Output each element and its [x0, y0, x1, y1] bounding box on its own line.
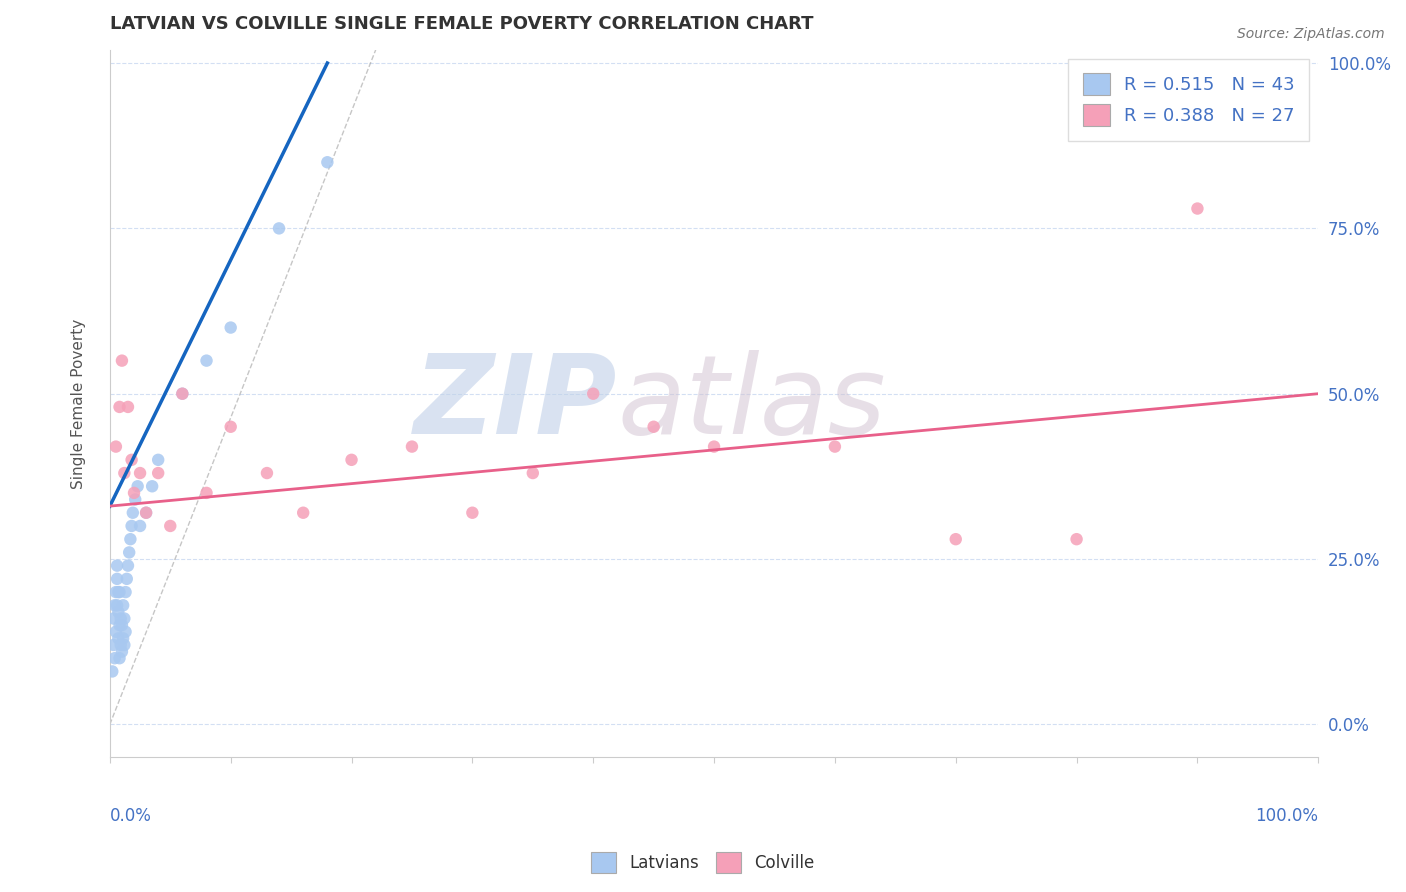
- Point: [112, 466, 135, 480]
- Point: [104, 440, 127, 454]
- Point: [112, 632, 135, 646]
- Text: ZIP: ZIP: [413, 351, 617, 457]
- Point: [107, 632, 129, 646]
- Point: [101, 665, 124, 679]
- Text: atlas: atlas: [617, 351, 886, 457]
- Point: [135, 506, 157, 520]
- Point: [219, 320, 242, 334]
- Point: [110, 611, 132, 625]
- Point: [115, 572, 138, 586]
- Point: [105, 572, 128, 586]
- Point: [195, 486, 218, 500]
- Point: [643, 419, 665, 434]
- Point: [148, 452, 170, 467]
- Point: [112, 599, 135, 613]
- Point: [103, 611, 125, 625]
- Point: [522, 466, 544, 480]
- Point: [104, 651, 127, 665]
- Point: [108, 585, 131, 599]
- Point: [112, 638, 135, 652]
- Point: [114, 624, 136, 639]
- Point: [111, 353, 134, 368]
- Point: [129, 519, 152, 533]
- Text: 0.0%: 0.0%: [110, 807, 152, 825]
- Point: [340, 452, 363, 467]
- Text: Source: ZipAtlas.com: Source: ZipAtlas.com: [1237, 27, 1385, 41]
- Point: [110, 638, 132, 652]
- Point: [104, 624, 127, 639]
- Point: [117, 400, 139, 414]
- Point: [121, 506, 143, 520]
- Point: [219, 419, 242, 434]
- Point: [114, 585, 136, 599]
- Point: [107, 585, 129, 599]
- Point: [824, 440, 846, 454]
- Point: [945, 532, 967, 546]
- Point: [108, 651, 131, 665]
- Point: [105, 558, 128, 573]
- Point: [1187, 202, 1209, 216]
- Point: [104, 599, 127, 613]
- Point: [121, 452, 143, 467]
- Point: [401, 440, 423, 454]
- Point: [292, 506, 315, 520]
- Point: [267, 221, 290, 235]
- Point: [172, 386, 194, 401]
- Point: [121, 519, 143, 533]
- Point: [120, 532, 142, 546]
- Point: [256, 466, 278, 480]
- Point: [111, 618, 134, 632]
- Point: [172, 386, 194, 401]
- Point: [124, 492, 146, 507]
- Point: [104, 585, 127, 599]
- Point: [159, 519, 181, 533]
- Point: [108, 400, 131, 414]
- Point: [703, 440, 725, 454]
- Point: [135, 506, 157, 520]
- Legend: Latvians, Colville: Latvians, Colville: [585, 846, 821, 880]
- Legend: R = 0.515   N = 43, R = 0.388   N = 27: R = 0.515 N = 43, R = 0.388 N = 27: [1069, 59, 1309, 141]
- Text: 100.0%: 100.0%: [1256, 807, 1319, 825]
- Point: [148, 466, 170, 480]
- Point: [103, 638, 125, 652]
- Point: [1066, 532, 1088, 546]
- Point: [129, 466, 152, 480]
- Point: [112, 611, 135, 625]
- Point: [111, 644, 134, 658]
- Point: [127, 479, 149, 493]
- Point: [117, 558, 139, 573]
- Point: [141, 479, 163, 493]
- Point: [316, 155, 339, 169]
- Point: [461, 506, 484, 520]
- Point: [582, 386, 605, 401]
- Point: [122, 486, 145, 500]
- Point: [195, 353, 218, 368]
- Y-axis label: Single Female Poverty: Single Female Poverty: [72, 318, 86, 489]
- Point: [105, 599, 128, 613]
- Point: [107, 605, 129, 619]
- Point: [118, 545, 141, 559]
- Point: [108, 618, 131, 632]
- Text: LATVIAN VS COLVILLE SINGLE FEMALE POVERTY CORRELATION CHART: LATVIAN VS COLVILLE SINGLE FEMALE POVERT…: [110, 15, 813, 33]
